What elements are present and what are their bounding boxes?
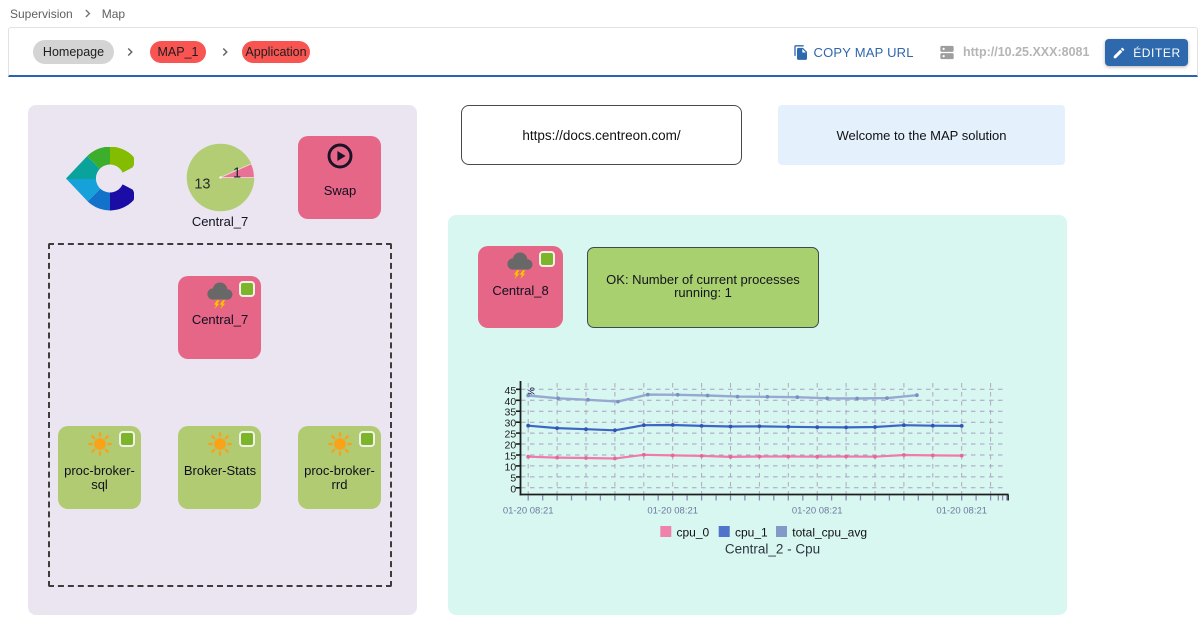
- svg-text:13: 13: [194, 177, 210, 193]
- svg-text:cpu_0: cpu_0: [677, 526, 710, 540]
- svg-text:01-20 08:21: 01-20 08:21: [647, 506, 698, 517]
- svg-text:25: 25: [505, 429, 517, 441]
- svg-text:20: 20: [505, 440, 517, 452]
- svg-text:10: 10: [505, 461, 517, 473]
- svg-text:1: 1: [233, 166, 241, 182]
- svg-text:total_cpu_avg: total_cpu_avg: [792, 526, 867, 540]
- svg-text:15: 15: [505, 451, 517, 463]
- svg-text:35: 35: [505, 407, 517, 419]
- svg-text:%: %: [526, 387, 538, 396]
- svg-text:40: 40: [505, 396, 517, 408]
- svg-text:45: 45: [505, 385, 517, 397]
- svg-text:Central_2 - Cpu: Central_2 - Cpu: [725, 542, 820, 557]
- svg-text:01-20 08:21: 01-20 08:21: [792, 506, 843, 517]
- svg-text:30: 30: [505, 418, 517, 430]
- svg-text:01-20 08:21: 01-20 08:21: [503, 506, 554, 517]
- svg-text:0: 0: [510, 483, 516, 495]
- svg-text:cpu_1: cpu_1: [735, 526, 768, 540]
- svg-text:5: 5: [510, 472, 516, 484]
- svg-text:01-20 08:21: 01-20 08:21: [936, 506, 987, 517]
